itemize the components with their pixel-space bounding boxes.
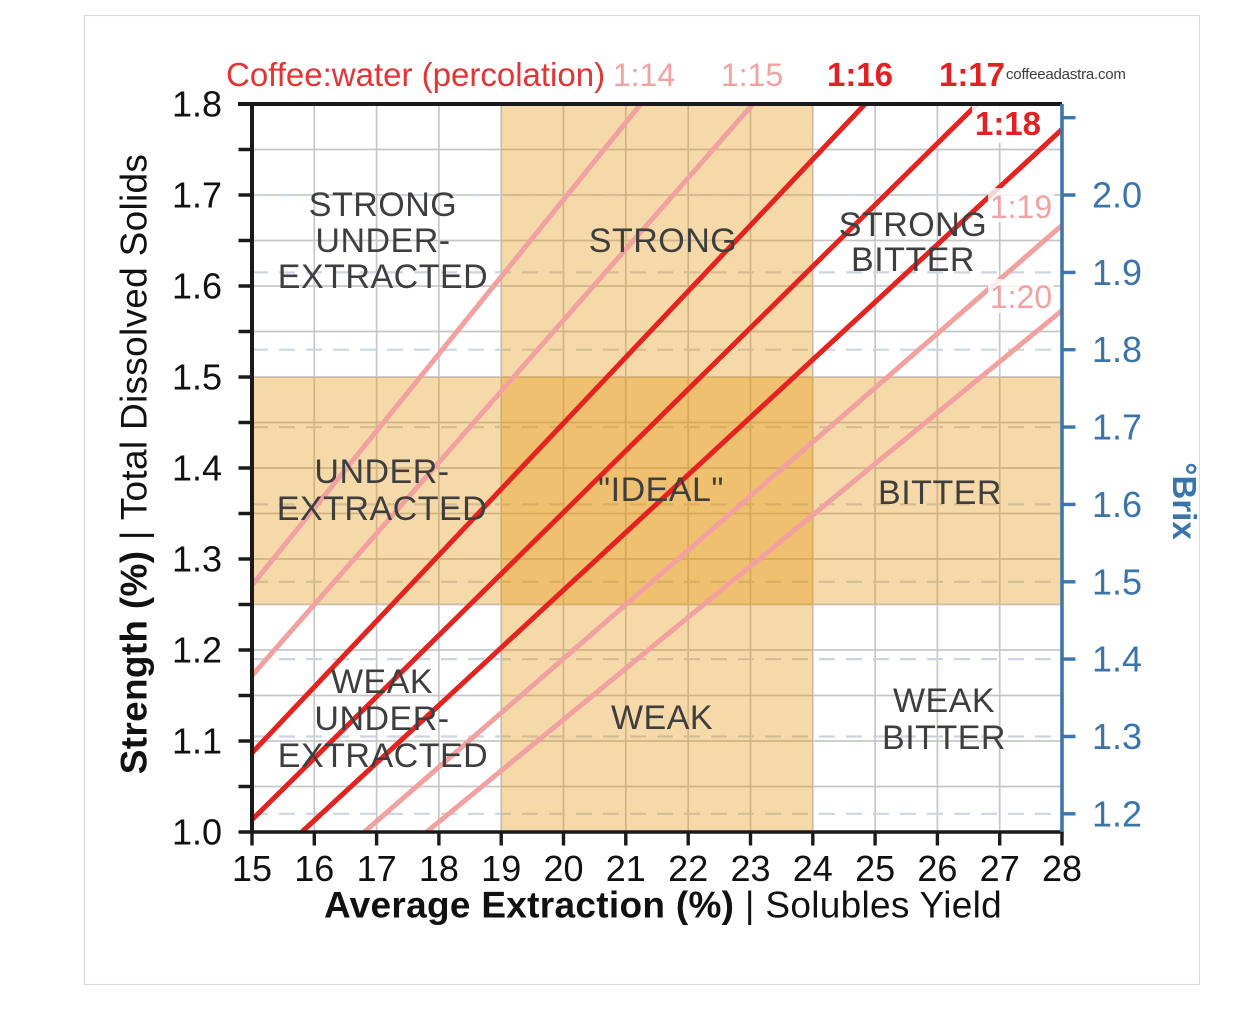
svg-text:18: 18	[419, 848, 459, 889]
svg-text:1.2: 1.2	[1092, 793, 1142, 834]
svg-text:1.2: 1.2	[172, 630, 222, 671]
svg-text:20: 20	[543, 848, 583, 889]
svg-text:1.9: 1.9	[1092, 252, 1142, 293]
svg-text:EXTRACTED: EXTRACTED	[277, 490, 487, 528]
svg-text:1.6: 1.6	[172, 266, 222, 307]
svg-text:EXTRACTED: EXTRACTED	[278, 737, 488, 775]
svg-text:25: 25	[855, 848, 895, 889]
svg-text:1.3: 1.3	[1092, 716, 1142, 757]
svg-text:BITTER: BITTER	[851, 241, 975, 279]
svg-text:BITTER: BITTER	[878, 474, 1002, 512]
svg-text:Strength (%) | Total Dissolved: Strength (%) | Total Dissolved Solids	[114, 154, 155, 774]
svg-text:1.5: 1.5	[172, 357, 222, 398]
svg-text:1.8: 1.8	[172, 84, 222, 125]
svg-text:BITTER: BITTER	[882, 719, 1006, 757]
svg-text:1:15: 1:15	[721, 57, 783, 93]
svg-text:UNDER-: UNDER-	[315, 222, 450, 260]
svg-text:1.8: 1.8	[1092, 329, 1142, 370]
svg-text:STRONG: STRONG	[589, 222, 737, 260]
svg-text:2.0: 2.0	[1092, 175, 1142, 216]
svg-text:17: 17	[357, 848, 397, 889]
svg-text:1:17: 1:17	[939, 56, 1005, 93]
svg-text:1.4: 1.4	[172, 448, 222, 489]
svg-text:1.3: 1.3	[172, 539, 222, 580]
svg-text:UNDER-: UNDER-	[314, 453, 449, 491]
svg-text:19: 19	[481, 848, 521, 889]
svg-text:1.5: 1.5	[1092, 561, 1142, 602]
svg-text:15: 15	[232, 848, 272, 889]
svg-text:Coffee:water (percolation): Coffee:water (percolation)	[226, 56, 605, 93]
svg-text:1.4: 1.4	[1092, 639, 1142, 680]
svg-text:1.7: 1.7	[172, 175, 222, 216]
svg-text:WEAK: WEAK	[893, 682, 995, 720]
svg-text:1.7: 1.7	[1092, 407, 1142, 448]
svg-text:1:20: 1:20	[990, 279, 1052, 315]
svg-text:UNDER-: UNDER-	[314, 700, 449, 738]
svg-text:WEAK: WEAK	[331, 663, 433, 701]
svg-text:"IDEAL": "IDEAL"	[598, 471, 724, 509]
svg-text:1.0: 1.0	[172, 812, 222, 853]
svg-text:1:19: 1:19	[990, 189, 1052, 225]
svg-text:STRONG: STRONG	[309, 186, 457, 224]
svg-text:1.1: 1.1	[172, 721, 222, 762]
svg-text:27: 27	[980, 848, 1020, 889]
svg-text:1:18: 1:18	[975, 105, 1041, 142]
svg-text:21: 21	[606, 848, 646, 889]
svg-text:1:14: 1:14	[613, 57, 675, 93]
svg-text:1:16: 1:16	[827, 56, 893, 93]
svg-text:1.6: 1.6	[1092, 484, 1142, 525]
svg-text:26: 26	[917, 848, 957, 889]
svg-text:16: 16	[294, 848, 334, 889]
svg-text:Average Extraction (%) | Solub: Average Extraction (%) | Solubles Yield	[324, 885, 1002, 926]
svg-text:coffeeadastra.com: coffeeadastra.com	[1006, 66, 1126, 83]
svg-text:22: 22	[668, 848, 708, 889]
svg-text:23: 23	[730, 848, 770, 889]
svg-text:28: 28	[1042, 848, 1082, 889]
svg-text:STRONG: STRONG	[839, 206, 987, 244]
svg-text:EXTRACTED: EXTRACTED	[278, 258, 488, 296]
svg-text:WEAK: WEAK	[611, 699, 713, 737]
svg-text:24: 24	[793, 848, 833, 889]
svg-text:°Brix: °Brix	[1166, 462, 1203, 540]
